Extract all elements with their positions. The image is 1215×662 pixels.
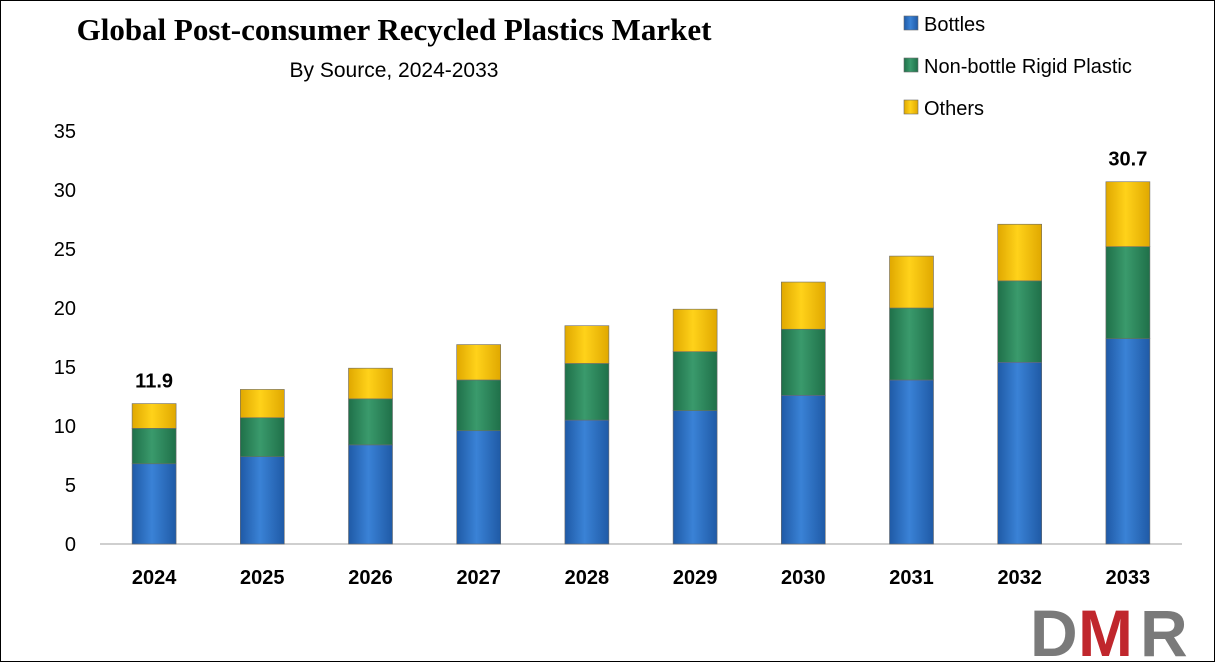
logo-letter-m: M [1078, 596, 1133, 662]
y-tick-label: 15 [54, 357, 76, 379]
y-tick-label: 5 [65, 475, 76, 497]
x-tick-label: 2033 [1106, 567, 1151, 589]
y-axis: 0 5 10 15 20 25 30 35 [54, 121, 76, 556]
bar-segment-bottles [456, 430, 502, 545]
bar-segment-non-bottle-rigid-plastic [889, 307, 934, 381]
y-tick-label: 35 [54, 121, 76, 143]
legend-label: Bottles [924, 14, 985, 36]
bar-segment-non-bottle-rigid-plastic [564, 363, 610, 421]
y-tick-label: 20 [54, 298, 76, 320]
bar-segment-bottles [131, 463, 177, 545]
bar-segment-others [456, 344, 502, 381]
x-tick-label: 2032 [997, 567, 1042, 589]
bar-segment-bottles [672, 410, 718, 545]
logo-letter-d: D [1030, 596, 1078, 662]
bar-segment-bottles [564, 419, 610, 545]
bar-segment-bottles [780, 395, 826, 545]
bar-segment-others [348, 367, 393, 400]
total-label: 30.7 [1108, 149, 1147, 171]
bar-segment-non-bottle-rigid-plastic [997, 280, 1043, 363]
x-tick-label: 2024 [132, 567, 177, 589]
x-tick-label: 2025 [240, 567, 285, 589]
x-tick-label: 2029 [673, 567, 718, 589]
y-tick-label: 25 [54, 239, 76, 261]
bar-segment-non-bottle-rigid-plastic [131, 428, 177, 465]
bar-segment-non-bottle-rigid-plastic [1105, 246, 1151, 339]
bar-segment-others [672, 308, 718, 352]
bar-segment-others [997, 223, 1043, 282]
bar-segment-others [564, 325, 610, 364]
legend-label: Others [924, 98, 984, 120]
chart-subtitle: By Source, 2024-2033 [290, 59, 499, 82]
x-tick-label: 2028 [565, 567, 610, 589]
legend-swatch [903, 57, 919, 73]
bar-segment-bottles [348, 444, 393, 545]
chart-title: Global Post-consumer Recycled Plastics M… [77, 12, 712, 47]
bar-segment-bottles [889, 379, 934, 545]
bar-segment-non-bottle-rigid-plastic [672, 351, 718, 411]
legend-swatch [903, 15, 919, 31]
legend-label: Non-bottle Rigid Plastic [924, 56, 1132, 78]
bar-segment-others [780, 281, 826, 330]
total-labels: 11.9 30.7 [135, 149, 1147, 393]
bar-segment-non-bottle-rigid-plastic [240, 417, 285, 457]
bars [131, 181, 1151, 545]
bar-segment-bottles [1105, 338, 1151, 545]
bar-segment-others [1105, 181, 1151, 247]
bar-segment-non-bottle-rigid-plastic [780, 328, 826, 396]
bar-segment-bottles [997, 361, 1043, 545]
bar-segment-others [240, 389, 285, 419]
legend: Bottles Non-bottle Rigid Plastic Others [903, 14, 1132, 120]
x-tick-label: 2030 [781, 567, 826, 589]
x-tick-label: 2031 [889, 567, 934, 589]
bar-segment-others [131, 403, 177, 429]
dmr-logo: D M R [1030, 596, 1188, 662]
bar-segment-bottles [240, 456, 285, 545]
x-axis: 2024 2025 2026 2027 2028 2029 2030 2031 2032 2033 [132, 567, 1150, 589]
x-tick-label: 2027 [456, 567, 501, 589]
legend-swatch [903, 99, 919, 115]
bar-segment-non-bottle-rigid-plastic [456, 379, 502, 432]
bar-segment-non-bottle-rigid-plastic [348, 398, 393, 446]
logo-letter-r: R [1140, 596, 1188, 662]
total-label: 11.9 [135, 371, 173, 393]
y-tick-label: 10 [54, 416, 76, 438]
x-tick-label: 2026 [348, 567, 393, 589]
bar-segment-others [889, 255, 934, 309]
y-tick-label: 0 [65, 534, 76, 556]
y-tick-label: 30 [54, 180, 76, 202]
